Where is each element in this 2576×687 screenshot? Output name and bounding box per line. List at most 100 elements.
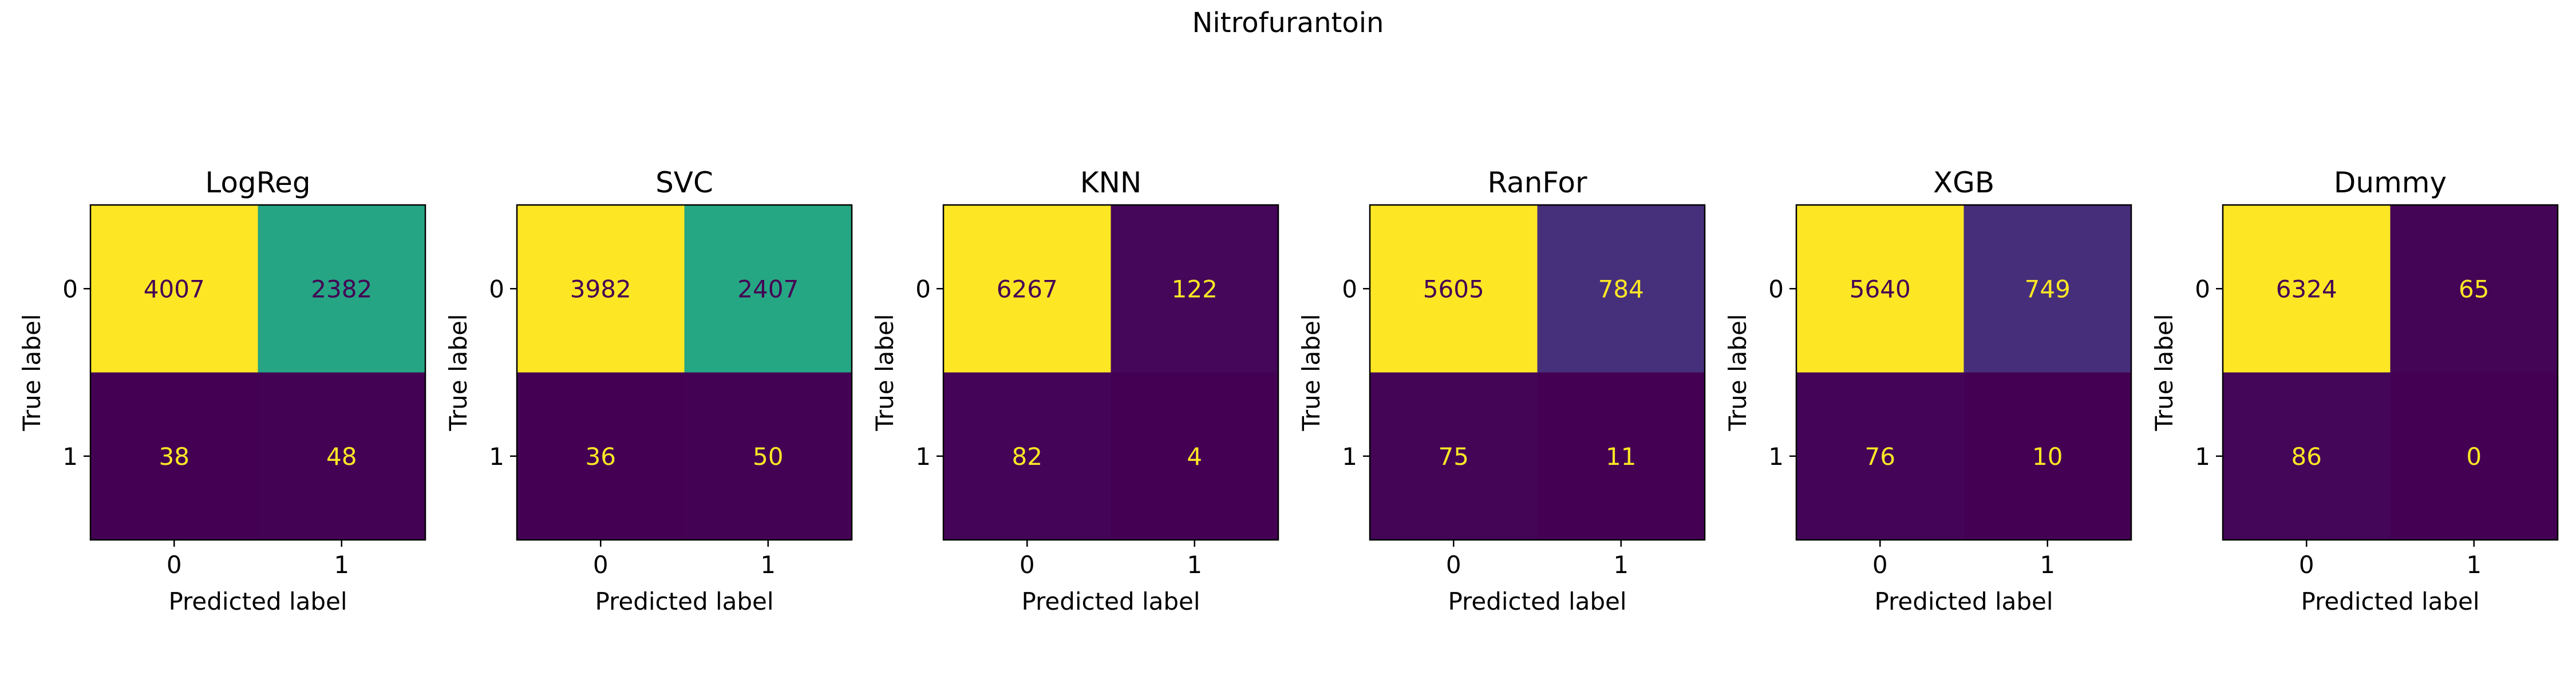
matrix-cell [1963,205,2131,373]
x-tick-label: 1 [2040,551,2055,579]
axes-frame [2222,204,2559,541]
cell-value-label: 2382 [311,275,372,303]
matrix-cell [517,205,685,373]
x-tick-label: 0 [1020,551,1035,579]
cell-value-label: 50 [753,443,783,471]
matrix-cell [684,372,852,540]
matrix-cell [2390,372,2558,540]
axes-frame [1369,204,1706,541]
cell-value-label: 38 [159,443,189,471]
subplot-title: KNN [1080,166,1142,199]
x-axis-label: Predicted label [1021,587,1200,615]
x-tick-label: 0 [2299,551,2314,579]
matrix-cell [2223,372,2391,540]
matrix-cell [1111,372,1278,540]
y-axis-label: True label [2150,314,2178,431]
confusion-matrix-2: 6267 122 82 4 KNN 0 1 0 1 Predicted label True lab… [871,166,1279,615]
axes-frame [516,204,853,541]
y-tick-label: 0 [1342,275,1357,303]
x-tick-label: 0 [1872,551,1888,579]
matrix-cell [1370,372,1538,540]
axes-frame [89,204,426,541]
x-axis-label: Predicted label [2301,587,2479,615]
y-axis-label: True label [1724,314,1752,431]
y-tick-label: 0 [915,275,931,303]
matrix-cell [90,205,258,373]
matrix-cell [1537,372,1705,540]
matrix-cell [517,372,685,540]
cell-value-label: 65 [2459,275,2489,303]
matrix-cell [258,205,425,373]
y-tick-label: 1 [1768,443,1784,471]
cell-value-label: 11 [1606,443,1636,471]
y-tick-label: 0 [62,275,78,303]
cell-value-label: 82 [1012,443,1042,471]
y-axis-label: True label [18,314,46,431]
cell-value-label: 4 [1187,443,1202,471]
cell-value-label: 76 [1865,443,1895,471]
matrix-cell [1796,205,1964,373]
matrix-cell [943,205,1111,373]
matrix-cell [1963,372,2131,540]
x-tick-label: 0 [1446,551,1461,579]
y-axis-label: True label [871,314,899,431]
cell-value-label: 36 [586,443,616,471]
cell-value-label: 6267 [997,275,1058,303]
x-tick-label: 1 [334,551,349,579]
matrix-cell [1370,205,1538,373]
x-axis-label: Predicted label [595,587,773,615]
x-axis-label: Predicted label [168,587,347,615]
y-tick-label: 1 [489,443,504,471]
subplot-title: XGB [1933,166,1994,199]
matrix-cell [258,372,425,540]
y-tick-label: 1 [915,443,931,471]
matrix-cell [684,205,852,373]
cell-value-label: 5605 [1423,275,1484,303]
x-tick-label: 1 [1613,551,1629,579]
y-tick-label: 0 [489,275,504,303]
confusion-matrix-5: 6324 65 86 0 Dummy 0 1 0 1 Predicted label True la… [2150,166,2559,615]
subplot-title: SVC [655,166,713,199]
x-tick-label: 0 [593,551,609,579]
cell-value-label: 0 [2466,443,2482,471]
x-tick-label: 1 [2466,551,2482,579]
x-axis-label: Predicted label [1874,587,2053,615]
matrix-cell [943,372,1111,540]
cell-value-label: 5640 [1850,275,1911,303]
cell-value-label: 2407 [737,275,799,303]
y-tick-label: 0 [2195,275,2210,303]
y-tick-label: 1 [1342,443,1357,471]
y-axis-label: True label [1297,314,1325,431]
cell-value-label: 784 [1598,275,1644,303]
x-tick-label: 0 [167,551,182,579]
cell-value-label: 749 [2025,275,2071,303]
cell-value-label: 6324 [2276,275,2337,303]
subplot-title: Dummy [2334,166,2447,199]
matrix-cell [1111,205,1278,373]
y-tick-label: 1 [2195,443,2210,471]
cell-value-label: 86 [2291,443,2322,471]
confusion-matrix-3: 5605 784 75 11 RanFor 0 1 0 1 Predicted label True… [1297,166,1706,615]
cell-value-label: 122 [1172,275,1218,303]
cell-value-label: 75 [1439,443,1469,471]
figure-title: Nitrofurantoin [1192,7,1384,39]
x-tick-label: 1 [760,551,776,579]
matrix-cell [90,372,258,540]
matrix-cell [2390,205,2558,373]
y-tick-label: 1 [62,443,78,471]
confusion-matrix-0: 4007 2382 38 48 LogReg 0 1 0 1 Predicted label Tru… [18,166,426,615]
subplot-title: RanFor [1487,166,1587,199]
confusion-matrix-1: 3982 2407 36 50 SVC 0 1 0 1 Predicted label True l… [444,166,853,615]
cell-value-label: 3982 [570,275,631,303]
matrix-cell [1796,372,1964,540]
cell-value-label: 10 [2032,443,2063,471]
cell-value-label: 48 [326,443,357,471]
cell-value-label: 4007 [144,275,205,303]
matrix-cell [1537,205,1705,373]
y-axis-label: True label [444,314,472,431]
y-tick-label: 0 [1768,275,1784,303]
axes-frame [1795,204,2132,541]
